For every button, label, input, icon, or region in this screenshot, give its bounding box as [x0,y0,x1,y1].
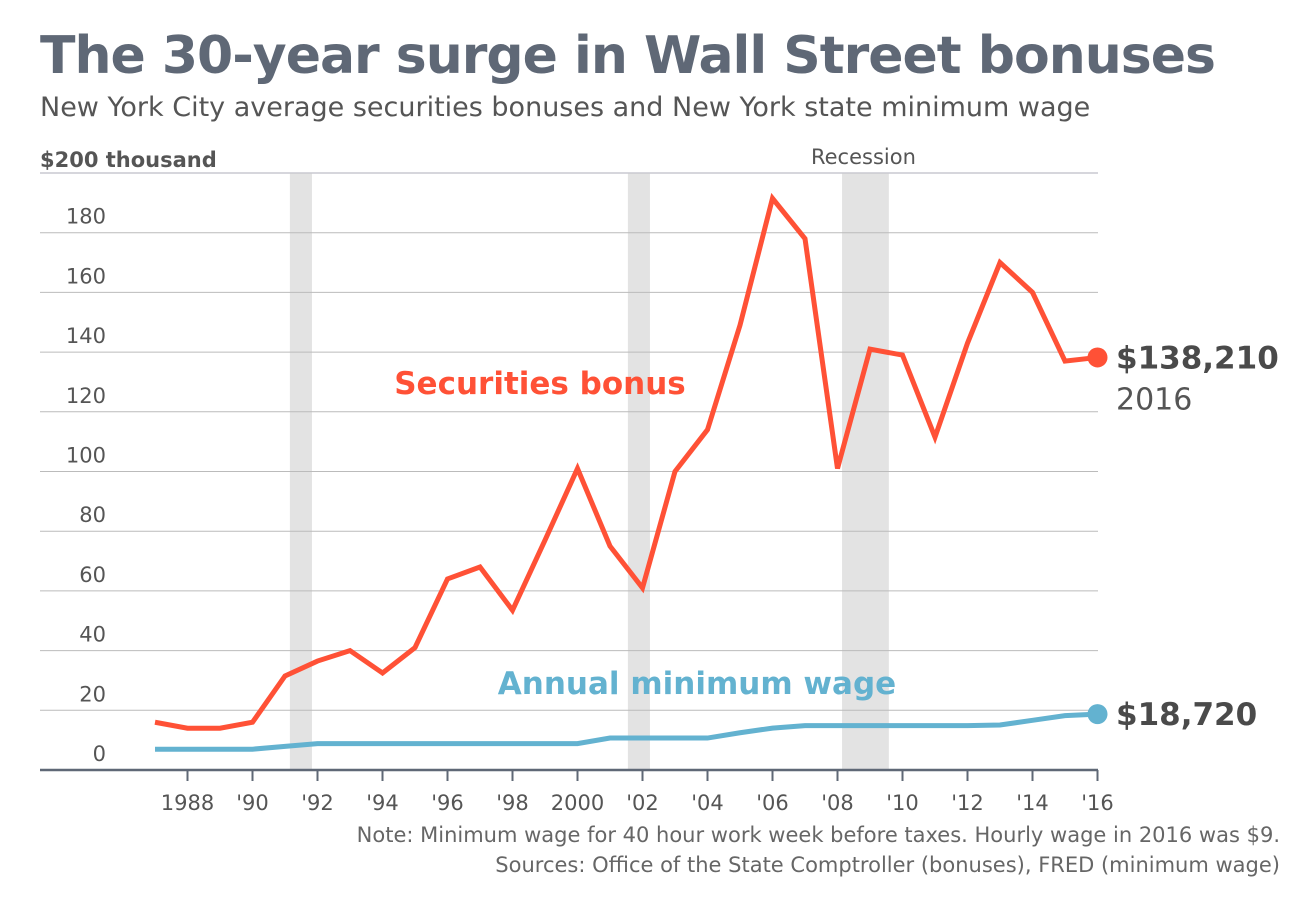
x-tick-label: '12 [951,791,984,815]
note: Note: Minimum wage for 40 hour work week… [356,823,1280,847]
y-tick-label: 180 [66,205,106,229]
x-tick-label: 2000 [551,791,604,815]
x-tick-label: '14 [1016,791,1049,815]
x-tick-label: '10 [886,791,919,815]
y-axis-label: $200 thousand [40,148,217,172]
y-tick-label: 40 [79,623,106,647]
x-tick-label: '06 [756,791,789,815]
end-value-label: $18,720 [1116,697,1257,733]
series-end-marker [1087,704,1108,725]
end-year-label: 2016 [1116,382,1192,417]
recession-label: Recession [811,145,916,169]
y-tick-label: 120 [66,384,106,408]
series-line-0 [154,192,1098,731]
x-tick-label: '02 [626,791,659,815]
x-tick-label: '98 [496,791,529,815]
x-tick-label: '92 [301,791,334,815]
x-tick-label: '90 [236,791,269,815]
sources: Sources: Office of the State Comptroller… [495,853,1280,877]
y-tick-label: 140 [66,324,106,348]
series-label-bonus: Securities bonus [394,366,686,402]
chart-subtitle: New York City average securities bonuses… [40,92,1091,123]
chart-title: The 30-year surge in Wall Street bonuses [40,26,1216,86]
x-tick-label: 1988 [161,791,214,815]
x-tick-label: '16 [1081,791,1114,815]
series-label-min-wage: Annual minimum wage [498,666,896,702]
y-tick-label: 60 [79,563,106,587]
y-tick-label: 100 [66,444,106,468]
x-tick-label: '04 [691,791,724,815]
series-end-marker [1087,347,1108,368]
series-line-1 [155,711,1098,752]
y-tick-label: 80 [79,503,106,527]
y-tick-label: 0 [93,742,106,766]
x-tick-label: '96 [431,791,464,815]
end-value-label: $138,210 [1116,340,1279,376]
x-tick-label: '94 [366,791,399,815]
y-tick-label: 160 [66,264,106,288]
x-tick-label: '08 [821,791,854,815]
y-tick-label: 20 [79,682,106,706]
